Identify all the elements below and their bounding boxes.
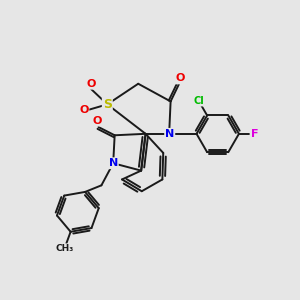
Text: N: N: [165, 129, 174, 139]
Text: N: N: [109, 158, 118, 168]
Text: Cl: Cl: [193, 96, 204, 106]
Text: F: F: [251, 129, 258, 139]
Text: S: S: [103, 98, 112, 111]
Text: O: O: [92, 116, 102, 126]
Text: CH₃: CH₃: [56, 244, 74, 253]
Text: O: O: [176, 74, 185, 83]
Text: O: O: [79, 105, 88, 115]
Text: O: O: [86, 79, 96, 89]
